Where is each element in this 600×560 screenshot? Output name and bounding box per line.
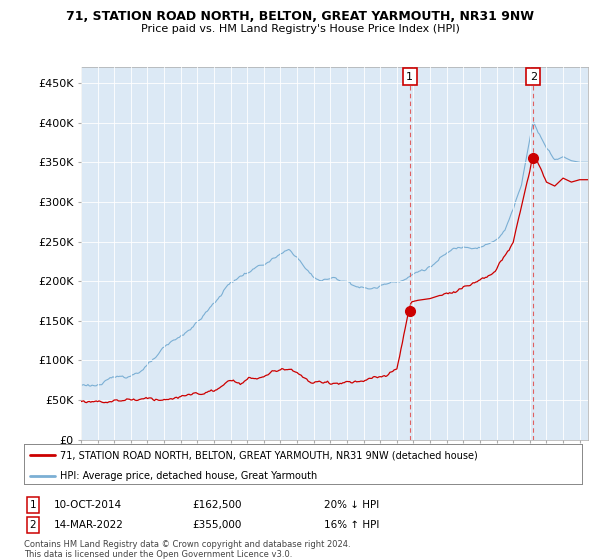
Text: This data is licensed under the Open Government Licence v3.0.: This data is licensed under the Open Gov… [24,550,292,559]
Text: 20% ↓ HPI: 20% ↓ HPI [324,500,379,510]
Text: £355,000: £355,000 [192,520,241,530]
Text: HPI: Average price, detached house, Great Yarmouth: HPI: Average price, detached house, Grea… [60,470,317,480]
Text: 1: 1 [406,72,413,82]
Text: Contains HM Land Registry data © Crown copyright and database right 2024.: Contains HM Land Registry data © Crown c… [24,540,350,549]
Text: 1: 1 [29,500,37,510]
Text: 16% ↑ HPI: 16% ↑ HPI [324,520,379,530]
Text: 71, STATION ROAD NORTH, BELTON, GREAT YARMOUTH, NR31 9NW (detached house): 71, STATION ROAD NORTH, BELTON, GREAT YA… [60,450,478,460]
Text: 71, STATION ROAD NORTH, BELTON, GREAT YARMOUTH, NR31 9NW: 71, STATION ROAD NORTH, BELTON, GREAT YA… [66,10,534,23]
Text: £162,500: £162,500 [192,500,241,510]
Text: 2: 2 [29,520,37,530]
Text: 10-OCT-2014: 10-OCT-2014 [54,500,122,510]
Text: 2: 2 [530,72,537,82]
Text: Price paid vs. HM Land Registry's House Price Index (HPI): Price paid vs. HM Land Registry's House … [140,24,460,34]
Text: 14-MAR-2022: 14-MAR-2022 [54,520,124,530]
